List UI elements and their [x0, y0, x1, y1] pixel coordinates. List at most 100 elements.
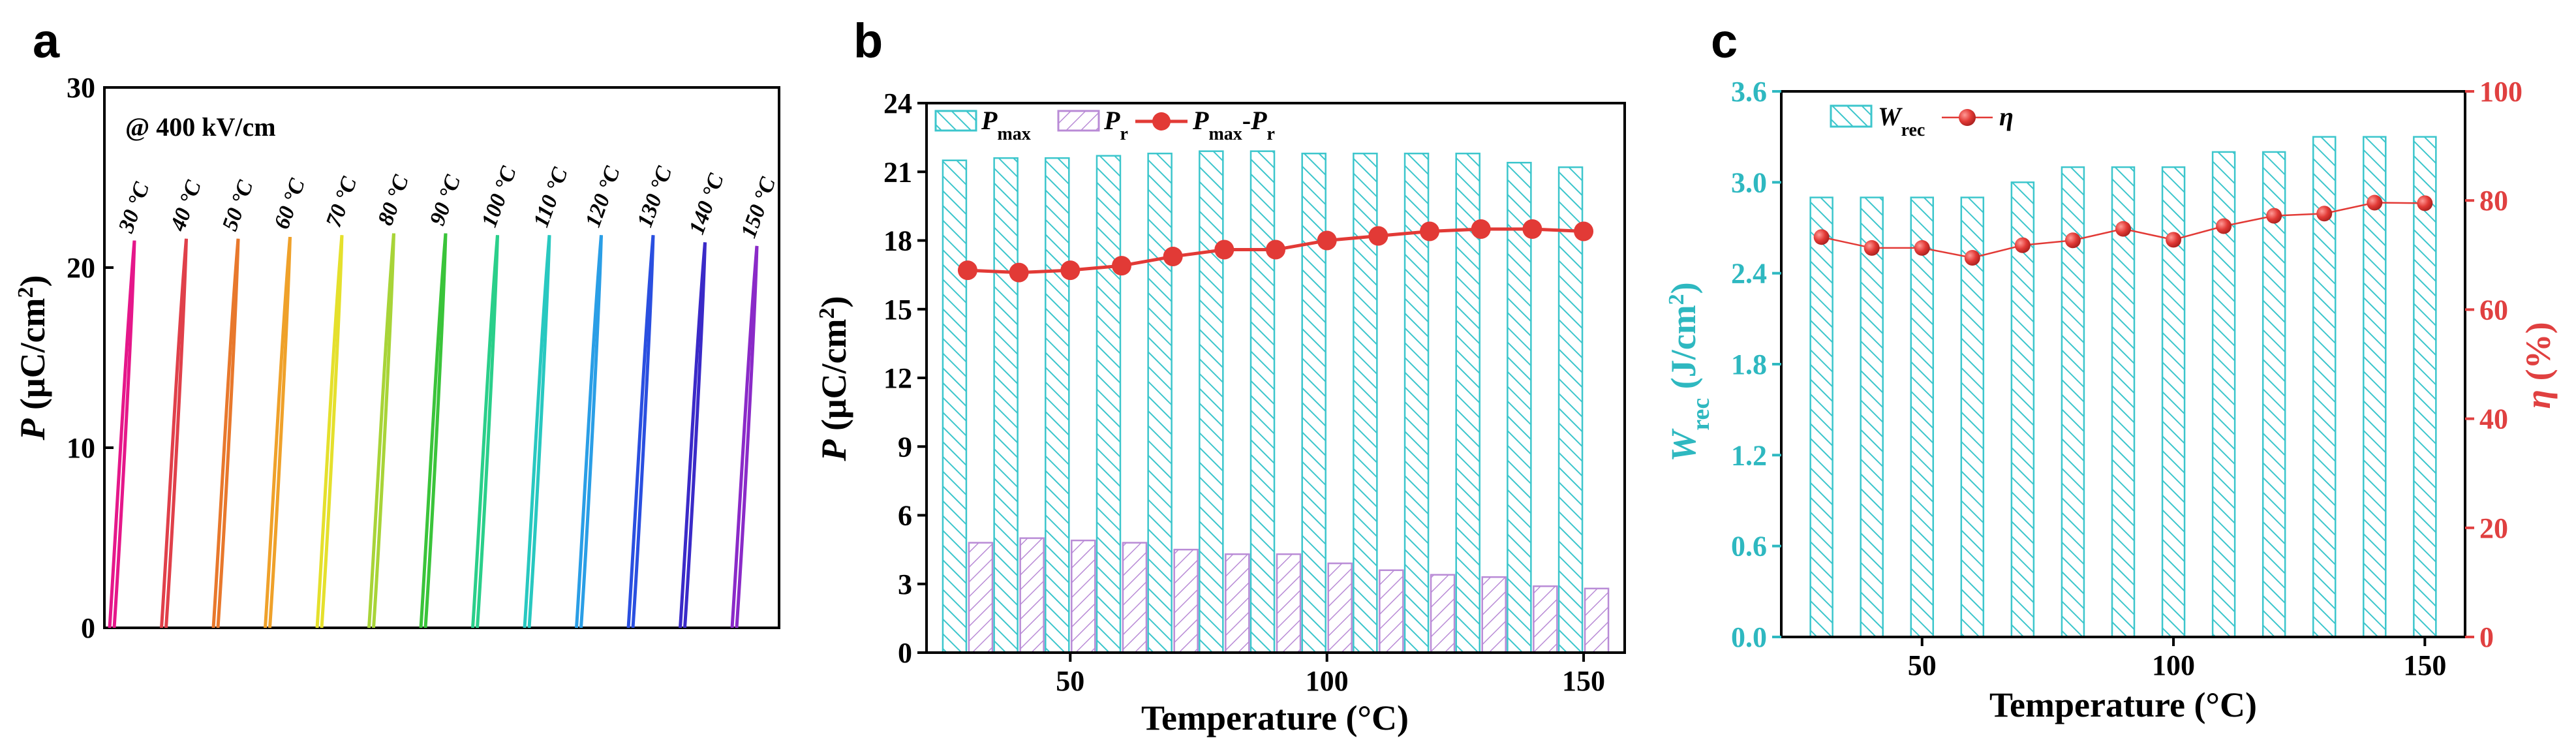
x-tick-label: 100 — [2152, 649, 2195, 681]
panel-b-bars — [942, 150, 1610, 654]
legend-label-pmax: Pmax — [981, 106, 1031, 144]
pe-loop-curve — [523, 235, 551, 628]
x-tick-label: 50 — [1908, 649, 1937, 681]
pe-loop-curve — [631, 235, 655, 628]
bar-pmax — [1096, 155, 1122, 654]
y-tick-label: 0.6 — [1731, 531, 1767, 563]
x-tick-label: 100 — [1306, 665, 1349, 697]
point-pmax-minus-pr — [1060, 260, 1081, 281]
bar-pr — [1584, 587, 1610, 654]
point-eta — [2166, 232, 2182, 248]
pe-loop-curve — [216, 238, 240, 628]
point-pmax-minus-pr — [1317, 230, 1337, 251]
x-tick-label: 150 — [2403, 649, 2446, 681]
point-eta — [2014, 237, 2031, 253]
pe-loop-curve — [372, 233, 395, 628]
legend-label-eta: η — [1999, 102, 2014, 131]
y-tick-label: 3 — [898, 568, 912, 600]
panel-c-x-axis-title: Temperature (°C) — [1989, 685, 2257, 724]
curve-temperature-label: 150 °C — [737, 174, 781, 241]
y-tick-label: 12 — [883, 362, 912, 394]
pe-loop-curve — [419, 233, 448, 628]
bar-pr — [1122, 542, 1148, 654]
curve-temperature-label: 50 °C — [218, 178, 258, 234]
bar-pmax — [1250, 150, 1276, 654]
bar-pr — [1481, 576, 1507, 654]
bar-wrec — [1860, 196, 1884, 638]
point-eta — [2115, 221, 2131, 237]
curve-temperature-label: 130 °C — [633, 163, 677, 230]
bar-wrec — [1910, 196, 1935, 638]
panel-a-curves: 30 °C 40 °C 50 °C 60 °C 70 °C 80 °C 90 °C 100 °… — [108, 163, 781, 628]
curve-temperature-label: 140 °C — [684, 170, 729, 238]
curve-temperature-label: 30 °C — [114, 179, 154, 236]
bar-wrec — [2010, 181, 2035, 638]
legend-swatch-pmax — [934, 110, 977, 132]
panel-c-line — [1813, 194, 2433, 266]
y-tick-label: 2.4 — [1731, 258, 1767, 290]
point-pmax-minus-pr — [1522, 219, 1542, 239]
point-eta — [1863, 240, 1880, 256]
bar-pr — [1225, 553, 1250, 654]
curve-temperature-label: 70 °C — [322, 174, 362, 230]
panel-b-x-axis-title: Temperature (°C) — [1141, 698, 1409, 737]
pe-loop-curve — [268, 237, 292, 628]
bar-pmax — [993, 157, 1019, 654]
panel-a-y-axis-title: P (μC/cm2) — [13, 275, 52, 441]
y-tick-label: 21 — [883, 156, 912, 188]
y-tick-label: 0 — [898, 637, 912, 669]
pe-loop-curve — [579, 235, 603, 628]
panel-label-a: a — [33, 14, 60, 68]
panel-b-y-ticks: 0 3 6 9 12 15 18 21 24 — [883, 87, 927, 669]
legend-marker-eta — [1959, 109, 1976, 126]
point-eta — [2266, 208, 2282, 224]
pe-loop-curve — [527, 235, 551, 628]
y2-tick-label: 100 — [2479, 76, 2522, 108]
y-tick-label: 24 — [883, 87, 912, 119]
pe-loop-curve — [626, 235, 655, 628]
panel-c-y-ticks: 0.0 0.6 1.2 1.8 2.4 3.0 3.6 — [1731, 76, 1781, 653]
point-pmax-minus-pr — [1214, 240, 1234, 260]
pe-loop-curve — [423, 233, 448, 628]
pe-loop-curve — [315, 235, 344, 628]
pe-loop-curve — [112, 240, 136, 628]
y2-tick-label: 60 — [2479, 294, 2508, 326]
bar-pr — [1276, 553, 1302, 654]
point-pmax-minus-pr — [1420, 221, 1440, 241]
curve-temperature-label: 100 °C — [477, 163, 521, 230]
pe-loop-curve — [164, 238, 188, 628]
point-eta — [2216, 218, 2232, 234]
panel-c-y2-axis-title: η (%) — [2519, 322, 2558, 409]
panel-c-y-axis-title: Wrec (J/cm2) — [1664, 282, 1715, 461]
pe-loop-curve — [211, 238, 240, 628]
legend-swatch-pr — [1057, 110, 1100, 132]
pe-loop-curve — [367, 233, 395, 628]
curve-temperature-label: 80 °C — [373, 172, 414, 228]
bar-pr — [1533, 585, 1558, 654]
curve-temperature-label: 60 °C — [269, 176, 310, 232]
x-tick-label: 150 — [1562, 665, 1605, 697]
panel-c-bars — [1809, 136, 2437, 638]
bar-pr — [968, 542, 994, 654]
curve-temperature-label: 120 °C — [581, 163, 625, 230]
panel-a: a 0 10 20 30 P (μC/cm2) @ 400 kV/cm 30 °C 40… — [13, 14, 780, 644]
point-eta — [1813, 229, 1830, 245]
panel-a-annotation: @ 400 kV/cm — [125, 112, 276, 142]
pe-loop-curve — [160, 238, 188, 628]
point-eta — [1914, 240, 1930, 256]
pe-loop-curve — [735, 245, 759, 628]
y-tick-label: 1.8 — [1731, 349, 1767, 380]
bar-wrec — [1809, 196, 1833, 638]
y-tick-label: 20 — [67, 252, 95, 284]
bar-pmax — [1147, 152, 1173, 654]
y-tick-label: 15 — [883, 294, 912, 326]
bar-pr — [1071, 539, 1096, 654]
y-tick-label: 3.6 — [1731, 76, 1767, 108]
panel-c-x-ticks: 50 100 150 — [1908, 637, 2446, 681]
bar-wrec — [2363, 136, 2387, 638]
pe-loop-curve — [679, 242, 707, 628]
y-tick-label: 1.2 — [1731, 439, 1767, 471]
bar-pr — [1379, 569, 1404, 654]
bar-pr — [1327, 562, 1353, 654]
bar-pmax — [1199, 150, 1224, 654]
